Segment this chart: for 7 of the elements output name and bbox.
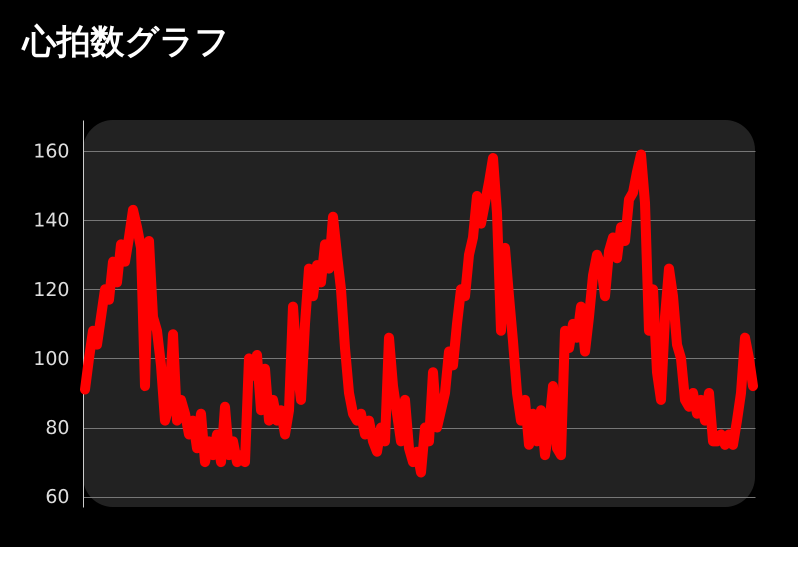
y-tick-label: 120 bbox=[33, 278, 70, 301]
y-tick-label: 80 bbox=[45, 417, 70, 440]
y-tick-label: 60 bbox=[45, 486, 70, 508]
y-tick-label: 140 bbox=[33, 210, 70, 232]
y-tick-label: 160 bbox=[33, 140, 70, 163]
y-tick-label: 100 bbox=[33, 348, 70, 370]
chart-title: 心拍数グラフ bbox=[20, 22, 230, 62]
